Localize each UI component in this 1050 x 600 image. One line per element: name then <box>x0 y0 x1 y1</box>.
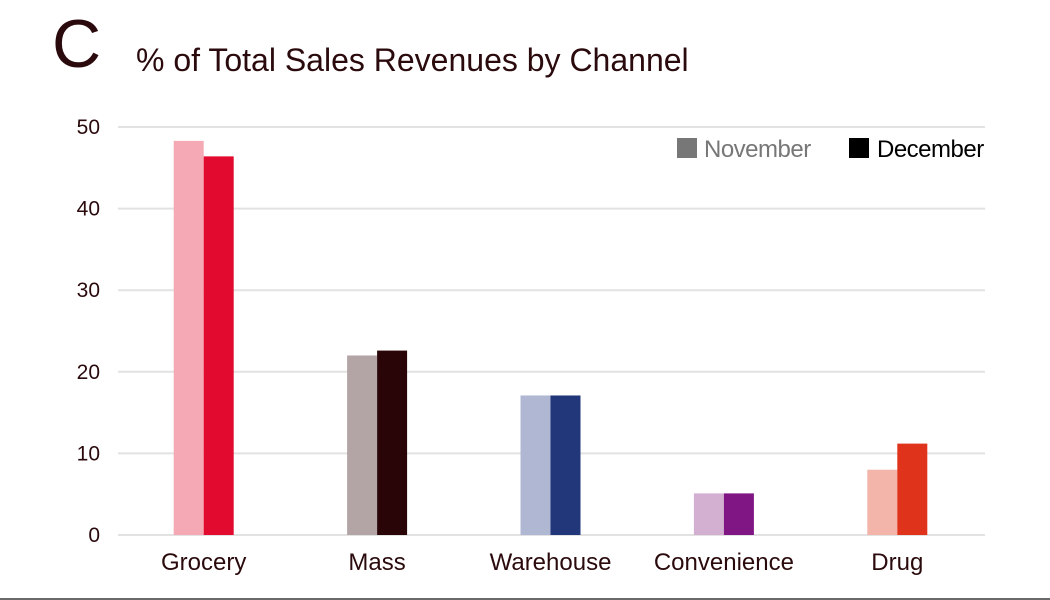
bars <box>173 140 928 535</box>
legend-label-november: November <box>704 136 811 163</box>
panel-label: C <box>52 6 102 82</box>
bar-warehouse-december <box>550 395 581 535</box>
y-axis: 0 10 20 30 40 50 <box>77 116 100 547</box>
bar-mass-december <box>377 350 408 535</box>
chart-title: % of Total Sales Revenues by Channel <box>136 42 689 78</box>
legend-swatch-december <box>849 138 869 158</box>
legend-swatch-november <box>677 138 697 158</box>
bar-grocery-december <box>203 156 234 535</box>
x-tick-label: Grocery <box>161 549 246 576</box>
legend-label-december: December <box>877 136 984 163</box>
bar-convenience-november <box>693 493 724 535</box>
bar-drug-december <box>897 443 928 535</box>
bottom-rule <box>0 598 1050 600</box>
x-axis: Grocery Mass Warehouse Convenience Drug <box>161 549 923 576</box>
y-tick-label: 30 <box>77 279 100 302</box>
legend: November December <box>677 136 985 163</box>
y-tick-label: 0 <box>88 524 100 547</box>
bar-mass-november <box>347 355 378 535</box>
x-tick-label: Drug <box>871 549 923 576</box>
y-tick-label: 40 <box>77 198 100 221</box>
x-tick-label: Mass <box>348 549 405 576</box>
bar-convenience-december <box>723 493 754 535</box>
bar-grocery-november <box>173 140 204 535</box>
y-tick-label: 10 <box>77 442 100 465</box>
bar-warehouse-november <box>520 395 551 535</box>
y-tick-label: 20 <box>77 361 100 384</box>
bar-drug-november <box>867 469 898 535</box>
x-tick-label: Warehouse <box>490 549 612 576</box>
y-tick-label: 50 <box>77 116 100 139</box>
x-tick-label: Convenience <box>654 549 794 576</box>
